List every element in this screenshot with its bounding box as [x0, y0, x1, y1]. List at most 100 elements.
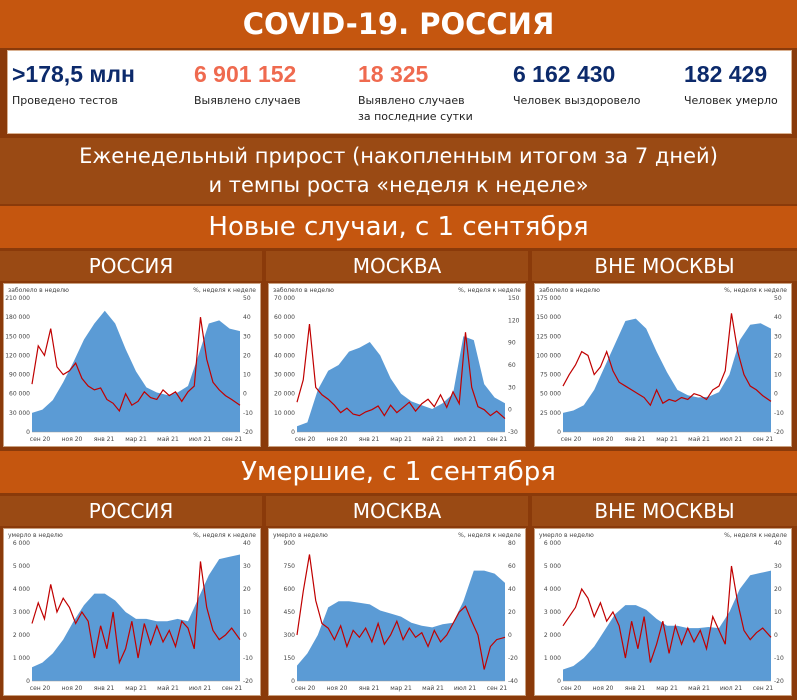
left-axis-title: умерло в неделю — [539, 532, 594, 539]
y-tick-label: 300 — [284, 632, 296, 639]
y-tick-label: 10 000 — [274, 410, 295, 417]
y-tick-label: 2 000 — [13, 632, 30, 639]
x-tick-label: янв 21 — [625, 436, 646, 443]
x-tick-label: июл 21 — [454, 685, 477, 692]
y-tick-label: 75 000 — [540, 372, 561, 379]
x-tick-label: май 21 — [688, 436, 710, 443]
stat-tests-value: >178,5 млн — [12, 61, 135, 87]
y2-tick-label: 0 — [774, 391, 778, 398]
y-tick-label: 5 000 — [544, 563, 561, 570]
x-tick-label: июл 21 — [720, 436, 743, 443]
y2-tick-label: 50 — [774, 295, 782, 302]
left-axis-title: умерло в неделю — [8, 532, 63, 539]
growth-rate-line — [31, 317, 241, 413]
y2-tick-label: 0 — [508, 407, 512, 414]
chart-cases-outside: заболело в неделю %, неделя к неделе 0 25 0… — [536, 287, 787, 443]
y-tick-label: 60 000 — [9, 391, 30, 398]
y-tick-label: 2 000 — [544, 632, 561, 639]
x-tick-label: янв 21 — [359, 685, 380, 692]
cases-header-outside: ВНЕ МОСКВЫ — [532, 251, 797, 281]
x-tick-label: янв 21 — [94, 436, 115, 443]
chart-deaths-outside: умерло в неделю %, неделя к неделе 0 1 000 2… — [539, 532, 787, 692]
y-tick-label: 30 000 — [274, 372, 295, 379]
y2-tick-label: 0 — [243, 391, 247, 398]
right-axis-title: %, неделя к неделе — [724, 287, 787, 294]
y-tick-label: 210 000 — [5, 295, 30, 302]
growth-rate-line — [296, 554, 506, 670]
stat-daily-value: 18 325 — [358, 61, 429, 87]
y2-tick-label: 30 — [243, 333, 251, 340]
right-axis-title: %, неделя к неделе — [193, 532, 256, 539]
y-tick-label: 0 — [26, 678, 30, 685]
y-tick-label: 150 — [284, 655, 296, 662]
stat-cases: 6 901 152 Выявлено случаев — [194, 61, 301, 109]
y2-tick-label: 20 — [243, 586, 251, 593]
x-tick-label: мар 21 — [390, 685, 412, 692]
chart-panel-deaths-outside: умерло в неделю %, неделя к неделе 0 1 000 2… — [534, 528, 792, 696]
y-tick-label: 90 000 — [9, 372, 30, 379]
x-tick-label: ноя 20 — [62, 685, 83, 692]
y2-tick-label: -10 — [243, 655, 253, 662]
y2-tick-label: -40 — [508, 678, 518, 685]
y-tick-label: 600 — [284, 586, 296, 593]
x-tick-label: сен 21 — [487, 436, 508, 443]
y2-tick-label: 10 — [243, 372, 251, 379]
y-tick-label: 125 000 — [536, 333, 561, 340]
deaths-header-outside: ВНЕ МОСКВЫ — [532, 496, 797, 526]
y-tick-label: 60 000 — [274, 314, 295, 321]
chart-cases-russia: заболело в неделю %, неделя к неделе 0 30 0… — [5, 287, 256, 443]
y2-tick-label: -10 — [774, 655, 784, 662]
y2-tick-label: 40 — [774, 540, 782, 547]
x-tick-label: мар 21 — [125, 685, 147, 692]
y2-tick-label: -10 — [243, 410, 253, 417]
y2-tick-label: 30 — [774, 333, 782, 340]
x-tick-label: сен 21 — [487, 685, 508, 692]
x-tick-label: мар 21 — [656, 436, 678, 443]
y-tick-label: 50 000 — [540, 391, 561, 398]
x-tick-label: сен 20 — [30, 685, 51, 692]
y-tick-label: 4 000 — [13, 586, 30, 593]
x-tick-label: ноя 20 — [327, 685, 348, 692]
y2-tick-label: 30 — [508, 384, 516, 391]
area-series — [32, 554, 240, 681]
y2-tick-label: 40 — [508, 586, 516, 593]
y2-tick-label: 60 — [508, 563, 516, 570]
area-series — [32, 310, 240, 432]
y2-tick-label: 30 — [774, 563, 782, 570]
y-tick-label: 4 000 — [544, 586, 561, 593]
right-axis-title: %, неделя к неделе — [458, 532, 521, 539]
y2-tick-label: 150 — [508, 295, 520, 302]
y-tick-label: 450 — [284, 609, 296, 616]
y2-tick-label: 90 — [508, 340, 516, 347]
x-tick-label: июл 21 — [189, 685, 212, 692]
y2-tick-label: 60 — [508, 362, 516, 369]
y-tick-label: 1 000 — [544, 655, 561, 662]
x-tick-label: сен 20 — [295, 436, 316, 443]
x-tick-label: май 21 — [422, 685, 444, 692]
area-series — [563, 570, 771, 681]
x-tick-label: май 21 — [157, 685, 179, 692]
x-tick-label: ноя 20 — [62, 436, 83, 443]
y2-tick-label: -20 — [243, 678, 253, 685]
growth-rate-line — [562, 565, 772, 663]
stat-tests: >178,5 млн Проведено тестов — [12, 61, 135, 109]
stat-tests-label: Проведено тестов — [12, 94, 118, 107]
y-tick-label: 0 — [291, 429, 295, 436]
y-tick-label: 3 000 — [544, 609, 561, 616]
cases-header-moscow: МОСКВА — [266, 251, 528, 281]
y-tick-label: 0 — [557, 429, 561, 436]
x-tick-label: июл 21 — [720, 685, 743, 692]
x-tick-label: май 21 — [688, 685, 710, 692]
x-tick-label: ноя 20 — [593, 685, 614, 692]
chart-panel-cases-russia: заболело в неделю %, неделя к неделе 0 30 0… — [3, 283, 261, 447]
cases-header-russia: РОССИЯ — [0, 251, 262, 281]
y2-tick-label: 20 — [774, 352, 782, 359]
right-axis-title: %, неделя к неделе — [724, 532, 787, 539]
stat-deaths: 182 429 Человек умерло — [684, 61, 778, 109]
x-tick-label: сен 20 — [561, 436, 582, 443]
y-tick-label: 40 000 — [274, 352, 295, 359]
chart-deaths-moscow: умерло в неделю %, неделя к неделе 0 150 300… — [273, 532, 521, 692]
cases-section-title: Новые случаи, с 1 сентября — [0, 206, 797, 248]
y-tick-label: 6 000 — [544, 540, 561, 547]
right-axis-title: %, неделя к неделе — [458, 287, 521, 294]
